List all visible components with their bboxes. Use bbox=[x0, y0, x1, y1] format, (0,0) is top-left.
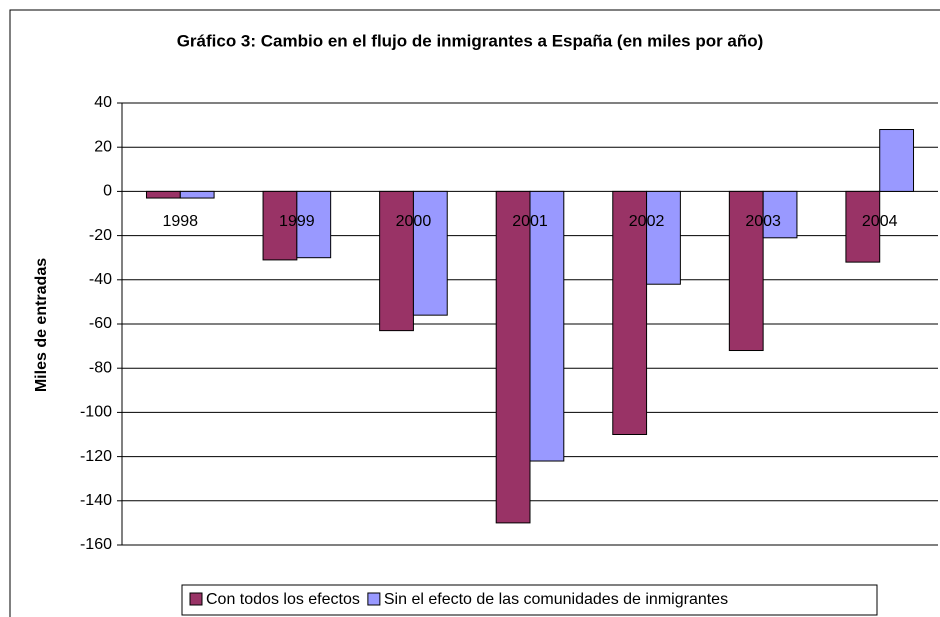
legend-box bbox=[181, 584, 878, 616]
bar bbox=[495, 190, 531, 524]
y-tick-label: -140 bbox=[80, 492, 112, 509]
chart-title: Gráfico 3: Cambio en el flujo de inmigra… bbox=[177, 31, 764, 50]
bar bbox=[529, 190, 565, 462]
y-tick-label: -20 bbox=[89, 227, 112, 244]
y-tick-label: -100 bbox=[80, 404, 112, 421]
bar bbox=[762, 190, 798, 239]
x-tick-label: 2000 bbox=[396, 213, 432, 230]
y-tick-label: 0 bbox=[103, 183, 112, 200]
bar bbox=[262, 190, 298, 261]
bar bbox=[646, 190, 681, 285]
bar bbox=[612, 190, 648, 435]
y-tick-label: -60 bbox=[89, 315, 112, 332]
chart-frame bbox=[9, 9, 940, 617]
bar bbox=[728, 190, 764, 352]
y-tick-label: -160 bbox=[80, 536, 112, 553]
bar bbox=[412, 190, 448, 316]
y-tick-label: -40 bbox=[89, 271, 112, 288]
bar bbox=[879, 129, 915, 192]
bar bbox=[145, 190, 181, 199]
bar bbox=[179, 190, 215, 199]
x-tick-label: 2003 bbox=[745, 213, 781, 230]
legend-swatch bbox=[189, 592, 203, 606]
legend-label: Sin el efecto de las comunidades de inmi… bbox=[384, 591, 728, 608]
y-tick-label: -120 bbox=[80, 448, 112, 465]
x-tick-label: 2004 bbox=[862, 213, 898, 230]
y-axis-label: Miles de entradas bbox=[33, 258, 50, 392]
legend-swatch bbox=[367, 592, 381, 606]
bar bbox=[296, 190, 332, 259]
bar bbox=[379, 190, 414, 332]
legend-label: Con todos los efectos bbox=[206, 591, 360, 608]
bar bbox=[845, 190, 881, 263]
x-tick-label: 1998 bbox=[162, 213, 198, 230]
x-tick-label: 2001 bbox=[512, 213, 548, 230]
y-tick-label: 40 bbox=[94, 94, 112, 111]
y-tick-label: -80 bbox=[89, 359, 112, 376]
x-tick-label: 1999 bbox=[279, 213, 315, 230]
y-tick-label: 20 bbox=[94, 138, 112, 155]
x-tick-label: 2002 bbox=[629, 213, 665, 230]
